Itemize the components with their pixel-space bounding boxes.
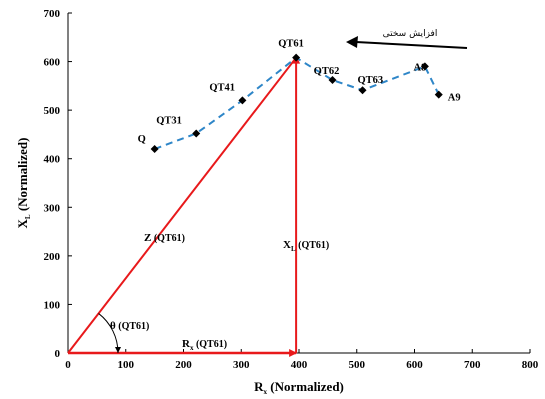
point-label-qt31: QT31 bbox=[156, 115, 182, 126]
y-tick-label: 600 bbox=[44, 57, 61, 69]
point-labels: Q QT31 QT41 QT61 QT62 QT63 A8 A9 bbox=[138, 39, 461, 145]
rx-annotation-rest: (QT61) bbox=[193, 339, 227, 350]
x-tick-label: 700 bbox=[464, 359, 481, 371]
point-label-a9: A9 bbox=[448, 93, 461, 104]
xl-annotation-sub: L bbox=[291, 245, 296, 253]
y-axis-title-main: X bbox=[15, 218, 30, 228]
point-label-qt62: QT62 bbox=[314, 66, 340, 77]
data-point-a9 bbox=[434, 90, 443, 99]
xl-annotation: XL (QT61) bbox=[283, 239, 329, 253]
series-line bbox=[154, 56, 440, 150]
data-point-qt31 bbox=[192, 129, 201, 138]
x-tick-label: 100 bbox=[118, 359, 135, 371]
rx-annotation-main: R bbox=[182, 338, 191, 350]
theta-annotation-main: θ bbox=[110, 320, 116, 332]
y-tick-label: 300 bbox=[44, 202, 61, 214]
trend-arrow-label: افزایش سختی bbox=[383, 29, 438, 39]
x-tick-label: 400 bbox=[291, 359, 308, 371]
point-label-q: Q bbox=[138, 134, 146, 145]
x-tick-label: 500 bbox=[349, 359, 366, 371]
y-tick-label: 500 bbox=[44, 105, 61, 117]
trend-arrow-line bbox=[355, 41, 468, 49]
x-tick-label: 0 bbox=[65, 359, 71, 371]
z-hypotenuse bbox=[67, 57, 297, 354]
data-point-qt62 bbox=[328, 76, 337, 85]
x-tick-label: 300 bbox=[233, 359, 250, 371]
y-axis-title: XL (Normalized) bbox=[15, 138, 32, 229]
y-axis-title-sub: L bbox=[24, 214, 32, 219]
x-axis-title: Rx (Normalized) bbox=[254, 379, 344, 396]
data-point-qt41 bbox=[238, 96, 247, 105]
xl-annotation-rest: (QT61) bbox=[296, 240, 330, 251]
xl-annotation-main: X bbox=[283, 239, 291, 251]
z-annotation-rest: (QT61) bbox=[151, 233, 185, 244]
rx-annotation: Rx (QT61) bbox=[182, 338, 227, 352]
rx-arrowhead bbox=[289, 349, 298, 357]
z-annotation-main: Z bbox=[144, 232, 151, 244]
x-axis-title-main: R bbox=[254, 379, 264, 394]
data-point-a8 bbox=[420, 62, 429, 71]
trend-arrow-head bbox=[346, 36, 358, 48]
impedance-triangle bbox=[67, 55, 301, 357]
point-label-a8: A8 bbox=[413, 62, 426, 73]
ticks: 0 100 200 300 400 500 600 700 800 0 100 200 300 400 50… bbox=[44, 8, 539, 371]
data-point-qt63 bbox=[358, 86, 367, 95]
theta-arrowhead bbox=[115, 347, 121, 353]
data-series bbox=[150, 53, 443, 153]
x-tick-label: 600 bbox=[406, 359, 423, 371]
x-axis-title-sub: x bbox=[264, 388, 268, 396]
x-axis-title-rest: (Normalized) bbox=[267, 379, 344, 394]
point-label-qt41: QT41 bbox=[209, 82, 235, 93]
data-point-qt61 bbox=[292, 53, 301, 62]
annotations: Z (QT61)XL (QT61)Rx (QT61)θ (QT61)افزایش… bbox=[110, 29, 468, 352]
y-tick-label: 100 bbox=[44, 299, 61, 311]
y-tick-label: 700 bbox=[44, 8, 61, 20]
theta-annotation-rest: (QT61) bbox=[116, 321, 150, 332]
y-tick-label: 400 bbox=[44, 154, 61, 166]
x-tick-label: 800 bbox=[522, 359, 539, 371]
y-axis-title-rest: (Normalized) bbox=[15, 138, 30, 215]
data-point-q bbox=[150, 145, 159, 153]
axes: Rx (Normalized)XL (Normalized) bbox=[15, 13, 530, 396]
y-tick-label: 200 bbox=[44, 251, 61, 263]
x-tick-label: 200 bbox=[175, 359, 192, 371]
theta-annotation: θ (QT61) bbox=[110, 320, 149, 332]
rx-annotation-sub: x bbox=[190, 344, 194, 352]
y-tick-label: 0 bbox=[55, 348, 61, 360]
z-annotation: Z (QT61) bbox=[144, 232, 185, 244]
point-label-qt61: QT61 bbox=[278, 39, 304, 50]
point-label-qt63: QT63 bbox=[358, 75, 384, 86]
